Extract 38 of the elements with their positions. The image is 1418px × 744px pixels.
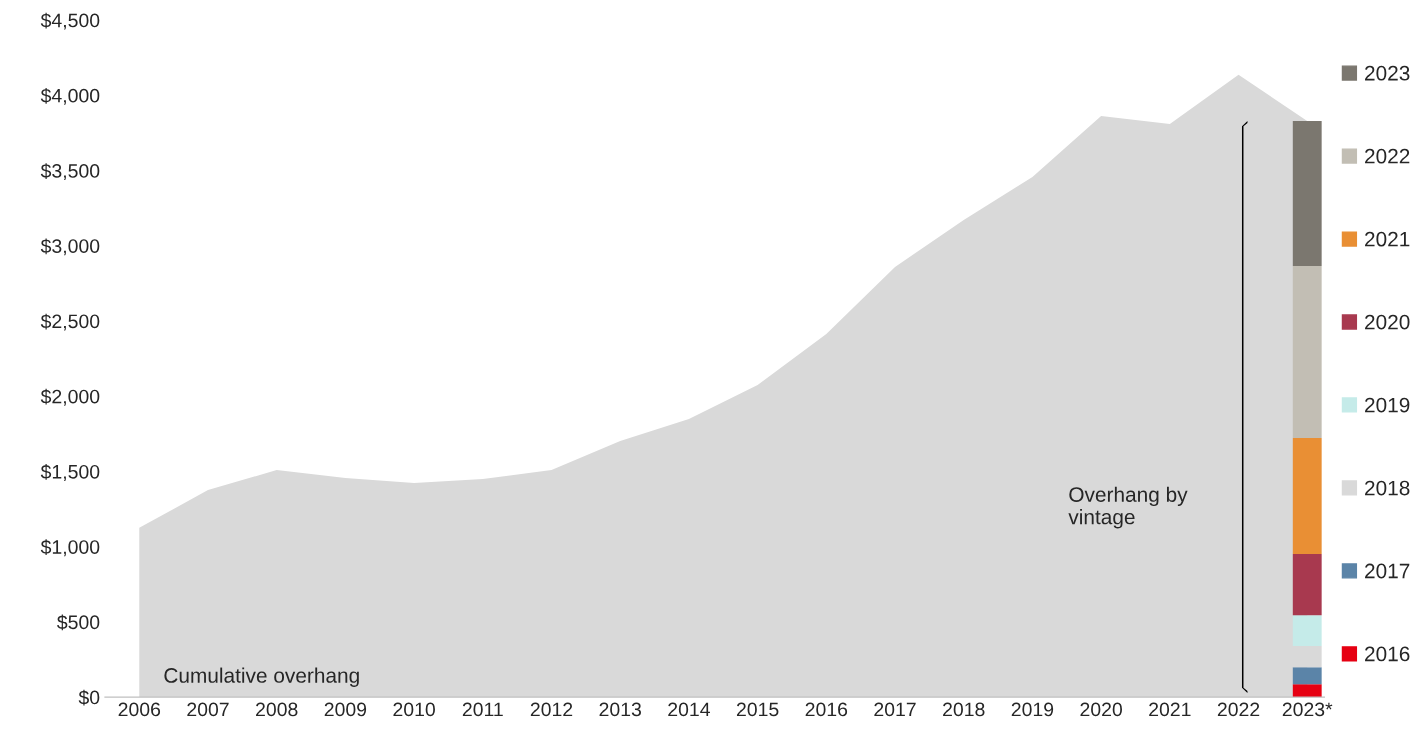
x-tick-label: 2013	[599, 702, 641, 717]
y-tick-label: $1,000	[40, 539, 100, 557]
x-tick-label: 2009	[324, 702, 367, 717]
legend-label: 2023	[1365, 65, 1410, 81]
x-tick-label: 2022	[1217, 702, 1260, 717]
legend-label: 2017	[1365, 563, 1410, 579]
y-tick-label: $500	[57, 614, 100, 631]
y-tick-label: $1,500	[40, 464, 100, 481]
x-tick-label: 2021	[1149, 702, 1191, 717]
y-tick-label: $4,000	[40, 87, 100, 105]
series-label: Cumulative overhang	[164, 667, 359, 687]
x-tick-label: 2007	[187, 702, 229, 717]
x-tick-label: 2023*	[1282, 702, 1333, 717]
x-tick-label: 2018	[943, 702, 985, 717]
x-tick-label: 2015	[736, 702, 779, 717]
legend-label: 2018	[1365, 480, 1410, 496]
y-tick-label: $2,000	[40, 388, 100, 406]
x-tick-label: 2006	[118, 702, 161, 717]
legend-label: 2016	[1365, 646, 1410, 662]
annotation: Overhang by vintage	[1068, 486, 1188, 529]
x-tick-label: 2012	[530, 702, 573, 717]
x-tick-label: 2014	[668, 702, 710, 717]
x-tick-label: 2011	[462, 702, 503, 717]
legend-label: 2021	[1365, 231, 1410, 247]
y-tick-label: $0	[78, 689, 100, 706]
x-tick-label: 2016	[805, 702, 848, 717]
y-tick-label: $4,500	[40, 12, 100, 30]
x-tick-label: 2020	[1080, 702, 1122, 717]
x-tick-label: 2017	[874, 702, 916, 717]
legend-label: 2022	[1365, 148, 1410, 164]
legend-label: 2020	[1365, 314, 1410, 330]
x-tick-label: 2019	[1011, 702, 1054, 717]
x-tick-label: 2008	[256, 702, 298, 717]
y-tick-label: $3,000	[40, 238, 100, 256]
x-tick-label: 2010	[393, 702, 435, 717]
legend-label: 2019	[1365, 397, 1410, 413]
y-tick-label: $2,500	[40, 313, 100, 331]
y-tick-label: $3,500	[40, 163, 100, 181]
